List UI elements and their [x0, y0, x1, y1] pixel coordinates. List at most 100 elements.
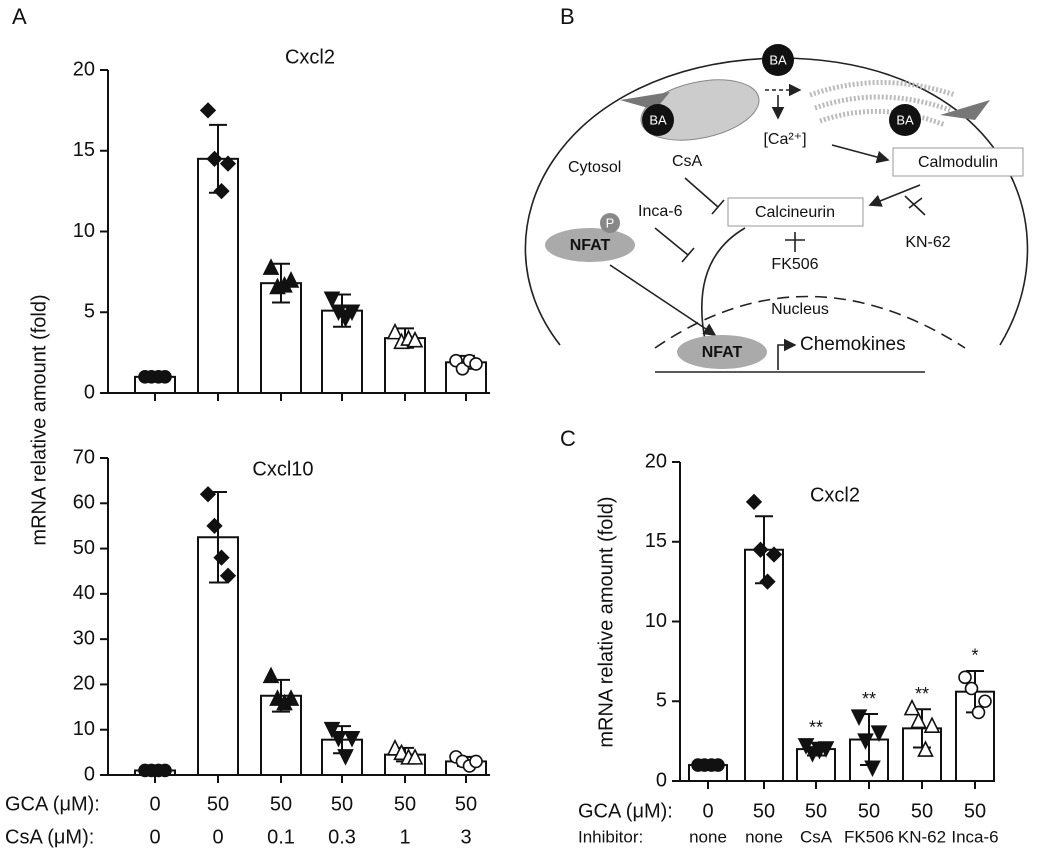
x-tick-label: 50: [394, 793, 416, 815]
data-point: [958, 670, 972, 685]
ba-label: BA: [769, 52, 787, 67]
significance: **: [915, 684, 929, 704]
phospho-circle: [600, 213, 620, 233]
data-point: [406, 748, 424, 765]
data-point: [978, 694, 992, 709]
y-tick-label: 40: [73, 582, 95, 604]
y-tick-label: 30: [73, 627, 95, 649]
y-tick-label: 10: [73, 220, 95, 242]
y-tick-label: 15: [645, 530, 667, 552]
data-point: [219, 567, 237, 584]
data-point: [343, 304, 361, 322]
x-row-label: Inhibitor:: [578, 827, 643, 846]
x-row-label: GCA (μM):: [5, 793, 100, 815]
x-tick-label: 50: [455, 793, 477, 815]
data-point: [917, 740, 934, 757]
panel-label: B: [560, 4, 575, 29]
x-tick-label: KN-62: [898, 827, 946, 846]
kn62-label: KN-62: [905, 234, 950, 251]
x-tick-label: none: [745, 827, 783, 846]
data-point: [745, 493, 763, 511]
y-tick-label: 10: [73, 718, 95, 740]
nfat-shape: [545, 228, 635, 262]
data-point: [850, 709, 868, 726]
y-tick-label: 0: [656, 769, 667, 791]
data-point: [817, 741, 835, 758]
data-point: [158, 763, 172, 778]
bar: [197, 157, 239, 394]
x-row-label: GCA (μM):: [578, 800, 673, 822]
calcineurin-label: Calcineurin: [755, 204, 835, 221]
data-point: [213, 549, 230, 566]
x-tick-label: 50: [911, 800, 933, 822]
x-tick-label: 0: [149, 793, 160, 815]
data-point: [903, 698, 921, 716]
x-tick-label: 50: [270, 793, 292, 815]
data-point: [337, 310, 354, 328]
arrow: [868, 184, 921, 207]
data-point: [765, 546, 783, 563]
data-point: [213, 182, 230, 200]
data-point: [386, 322, 404, 340]
y-tick-label: 0: [84, 381, 95, 403]
x-tick-label: 50: [964, 800, 986, 822]
data-point: [752, 541, 769, 558]
cytosol-label: Cytosol: [568, 159, 621, 176]
nucleus-outline: [654, 295, 966, 349]
data-point: [870, 725, 888, 742]
ba-label: BA: [896, 112, 914, 127]
data-point: [262, 666, 280, 684]
calcineurin-box: [727, 197, 864, 227]
pathway-diagram: BA BA BA [Ca²⁺] Calmodulin Calcineurin C…: [524, 44, 1029, 373]
x-tick-label: none: [689, 827, 727, 846]
data-point: [337, 749, 354, 766]
inhibit: [904, 195, 926, 216]
panel-label: C: [560, 426, 576, 451]
x-tick-label: 0.3: [328, 826, 356, 848]
data-point: [219, 155, 237, 172]
y-tick-label: 20: [73, 673, 95, 695]
y-tick-label: 0: [84, 763, 95, 785]
ba-circle: [642, 104, 674, 136]
data-point: [262, 258, 280, 275]
inhibit: [654, 227, 695, 263]
arrow: [609, 264, 717, 336]
x-tick-label: 3: [460, 826, 471, 848]
transcription-arrow: [777, 338, 797, 370]
x-tick-label: 0: [702, 800, 713, 822]
x-tick-label: Inca-6: [951, 827, 998, 846]
data-point: [971, 705, 986, 720]
data-point: [206, 517, 223, 535]
nfat-label: NFAT: [570, 237, 611, 254]
x-tick-label: 50: [207, 793, 229, 815]
y-tick-label: 15: [73, 139, 95, 161]
data-point: [964, 681, 979, 696]
chart-title: Cxcl10: [252, 458, 313, 480]
nfat-label: NFAT: [702, 344, 743, 361]
activation-curve: [701, 227, 746, 341]
y-tick-label: 50: [73, 537, 95, 559]
data-point: [199, 102, 217, 119]
inhibit: [785, 232, 805, 252]
nfat-shape: [677, 335, 767, 369]
y-tick-label: 20: [73, 58, 95, 80]
x-row-label: CsA (μM):: [5, 826, 94, 848]
damage-bolt: [620, 92, 990, 120]
data-point: [797, 738, 815, 755]
panel-label: A: [12, 4, 27, 29]
x-tick-label: CsA: [800, 827, 833, 846]
ba-label: BA: [649, 112, 667, 127]
er: [809, 80, 956, 128]
ba-circle: [762, 44, 794, 76]
fk506-label: FK506: [771, 256, 818, 273]
x-tick-label: 0: [149, 826, 160, 848]
y-tick-label: 70: [73, 446, 95, 468]
data-point: [469, 754, 483, 769]
y-axis-label: mRNA relative amount (fold): [28, 294, 50, 545]
x-tick-label: 50: [331, 793, 353, 815]
x-tick-label: 1: [399, 826, 410, 848]
x-tick-label: 50: [753, 800, 775, 822]
data-point: [282, 271, 300, 288]
data-point: [910, 711, 927, 729]
